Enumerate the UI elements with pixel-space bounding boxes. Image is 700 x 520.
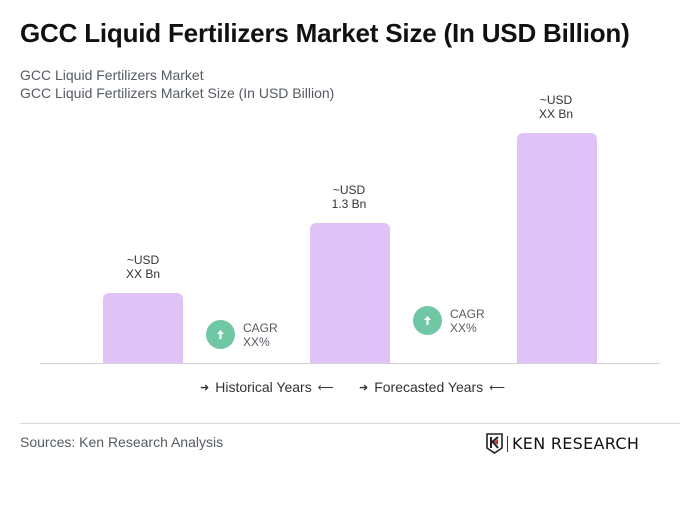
cagr-value: XX%	[450, 321, 477, 335]
x-axis-line	[40, 363, 660, 364]
cagr-annotation-2: CAGR XX%	[450, 307, 485, 335]
cagr-up-arrow-icon	[413, 306, 442, 335]
bar-value-label-3: ~USD XX Bn	[506, 93, 606, 121]
cagr-up-arrow-icon	[206, 320, 235, 349]
page-title: GCC Liquid Fertilizers Market Size (In U…	[20, 18, 630, 48]
bar-label-value: XX Bn	[125, 267, 161, 281]
ken-logo-shield-icon	[486, 433, 503, 454]
ken-research-logo: KEN RESEARCH	[486, 433, 639, 454]
bar-value-label-1: ~USD XX Bn	[93, 253, 193, 281]
logo-divider	[507, 435, 508, 452]
chart-subtitle-2: GCC Liquid Fertilizers Market Size (In U…	[20, 85, 335, 101]
bar-label-prefix: ~USD	[539, 93, 573, 107]
legend-historical: ➜ Historical Years ⟵	[200, 379, 334, 395]
cagr-annotation-1: CAGR XX%	[243, 321, 278, 349]
footer-divider	[20, 423, 680, 424]
bar-value-label-2: ~USD 1.3 Bn	[299, 183, 399, 211]
sources-note: Sources: Ken Research Analysis	[20, 434, 224, 450]
bar-label-prefix: ~USD	[332, 183, 366, 197]
legend-forecasted: ➜ Forecasted Years ⟵	[359, 379, 505, 395]
legend-forecasted-label: Forecasted Years	[374, 379, 484, 395]
arrow-right-icon: ➜	[200, 381, 210, 394]
arrow-left-icon: ⟵	[489, 381, 505, 394]
cagr-value: XX%	[243, 335, 270, 349]
bar-historical	[103, 293, 183, 363]
bar-label-value: XX Bn	[538, 107, 574, 121]
legend-historical-label: Historical Years	[215, 379, 312, 395]
arrow-left-icon: ⟵	[317, 381, 334, 394]
bar-label-value: 1.3 Bn	[331, 197, 367, 211]
cagr-label: CAGR	[243, 321, 278, 335]
bar-forecast	[517, 133, 597, 363]
arrow-right-icon: ➜	[359, 381, 369, 394]
logo-text: KEN RESEARCH	[512, 434, 640, 453]
cagr-label: CAGR	[450, 307, 485, 321]
bar-label-prefix: ~USD	[126, 253, 160, 267]
chart-subtitle: GCC Liquid Fertilizers Market	[20, 67, 204, 83]
bar-current	[310, 223, 390, 363]
